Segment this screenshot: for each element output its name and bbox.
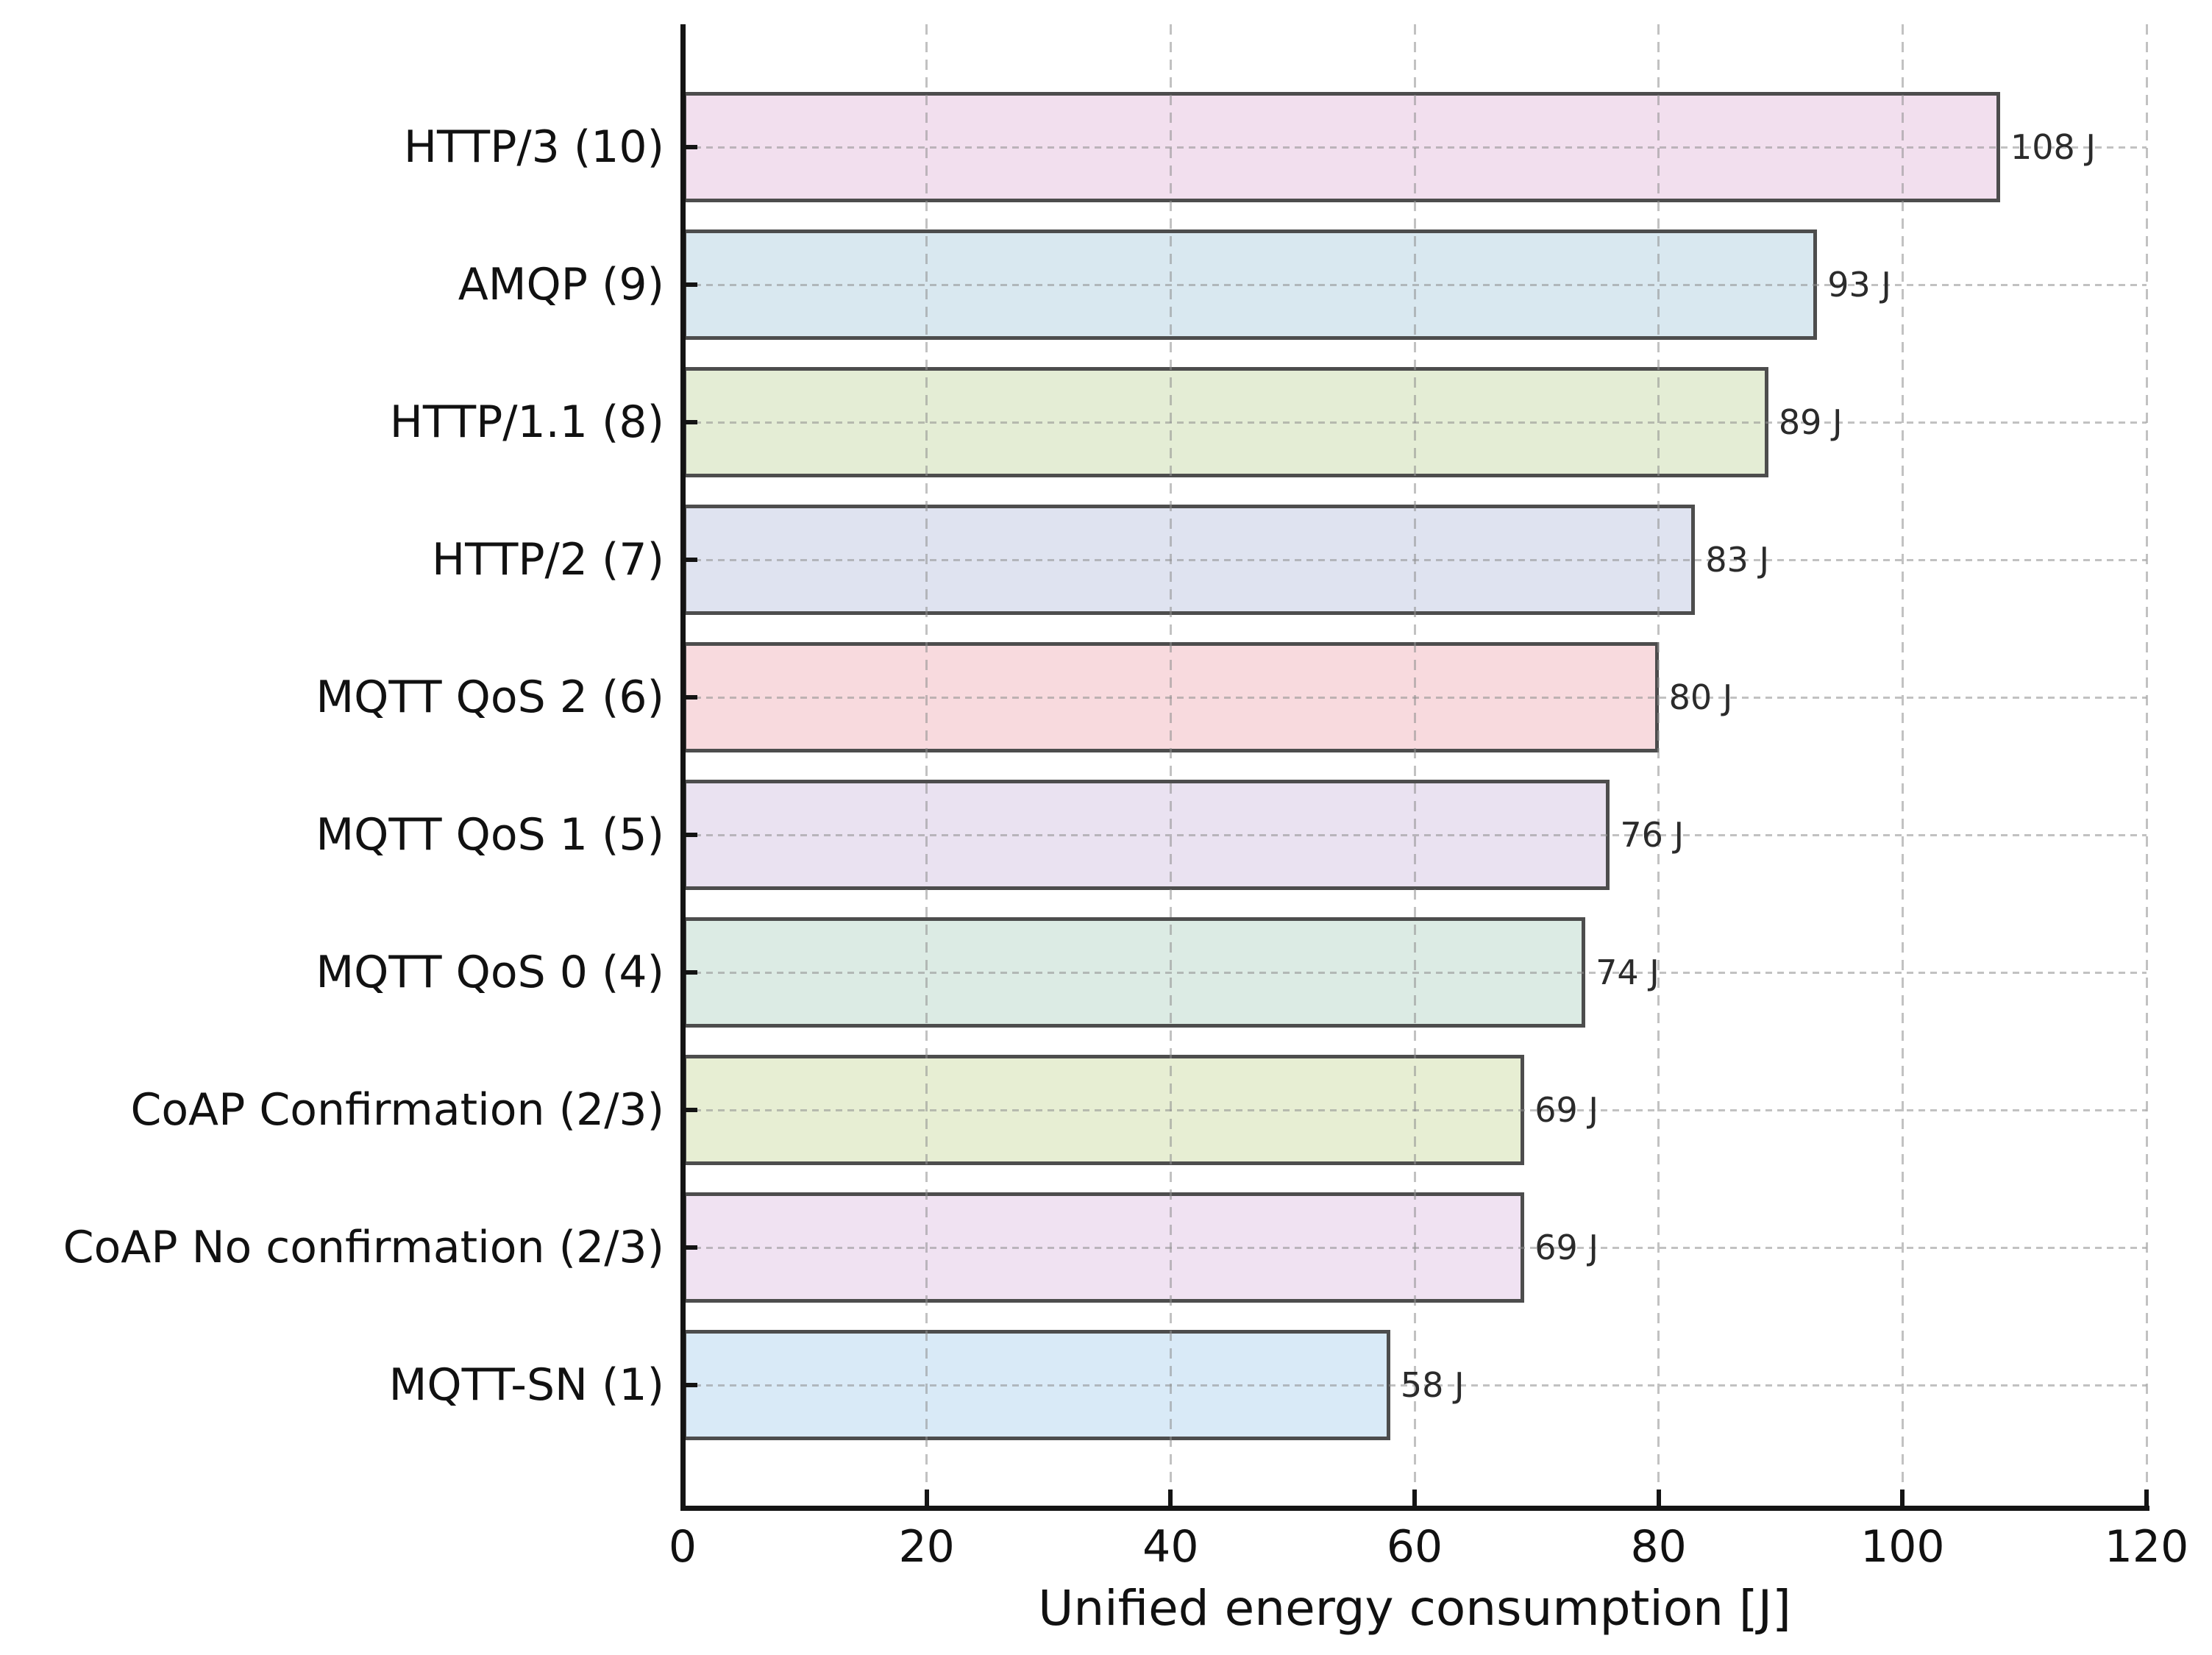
x-tick-mark (1412, 1490, 1417, 1506)
x-gridline (1413, 24, 1416, 1508)
category-label: HTTP/1.1 (8) (389, 396, 664, 448)
x-tick-label: 40 (1142, 1521, 1199, 1573)
y-tick-mark (686, 145, 697, 149)
y-tick-mark (686, 833, 697, 837)
x-tick-label: 0 (668, 1521, 697, 1573)
bar-value-label: 108 J (2010, 127, 2096, 167)
y-tick-mark (686, 282, 697, 287)
y-gridline (683, 833, 2147, 836)
category-label: AMQP (9) (458, 259, 664, 310)
x-tick-label: 120 (2104, 1521, 2189, 1573)
y-tick-mark (686, 1245, 697, 1250)
x-gridline (1901, 24, 1904, 1508)
category-label: MQTT-SN (1) (388, 1359, 664, 1411)
x-gridline (1657, 24, 1660, 1508)
x-tick-mark (924, 1490, 929, 1506)
y-gridline (683, 283, 2147, 286)
y-tick-mark (686, 1383, 697, 1387)
y-gridline (683, 1108, 2147, 1111)
y-tick-mark (686, 420, 697, 424)
x-tick-mark (1900, 1490, 1905, 1506)
y-gridline (683, 971, 2147, 974)
y-gridline (683, 558, 2147, 561)
x-tick-mark (1656, 1490, 1661, 1506)
category-label: MQTT QoS 2 (6) (316, 672, 664, 723)
bar-value-label: 89 J (1778, 402, 1843, 442)
category-label: HTTP/2 (7) (432, 534, 664, 586)
x-tick-mark (680, 1490, 685, 1506)
y-gridline (683, 146, 2147, 149)
y-tick-mark (686, 1108, 697, 1112)
x-gridline (925, 24, 928, 1508)
bar-value-label: 58 J (1400, 1365, 1465, 1405)
category-label: MQTT QoS 0 (4) (316, 947, 664, 998)
x-tick-label: 80 (1630, 1521, 1687, 1573)
bar-value-label: 83 J (1705, 540, 1770, 580)
y-gridline (683, 696, 2147, 699)
y-tick-mark (686, 558, 697, 562)
y-gridline (683, 1384, 2147, 1387)
y-tick-mark (686, 695, 697, 700)
bar-value-label: 80 J (1668, 677, 1733, 717)
y-gridline (683, 421, 2147, 424)
y-axis-spine (680, 24, 686, 1511)
x-axis-title: Unified energy consumption [J] (1038, 1580, 1791, 1637)
category-label: MQTT QoS 1 (5) (316, 809, 664, 861)
x-gridline (2145, 24, 2148, 1508)
x-tick-label: 100 (1860, 1521, 1945, 1573)
bar-value-label: 69 J (1534, 1090, 1598, 1130)
x-tick-mark (1168, 1490, 1173, 1506)
bar-value-label: 93 J (1827, 265, 1891, 305)
category-label: CoAP Confirmation (2/3) (130, 1084, 664, 1136)
category-label: CoAP No confirmation (2/3) (63, 1222, 664, 1273)
x-gridline (1169, 24, 1172, 1508)
x-tick-label: 60 (1386, 1521, 1443, 1573)
bar-value-label: 74 J (1596, 953, 1660, 992)
bar-value-label: 69 J (1534, 1228, 1598, 1267)
x-tick-label: 20 (898, 1521, 955, 1573)
category-label: HTTP/3 (10) (403, 121, 664, 173)
y-tick-mark (686, 970, 697, 975)
x-axis-spine (680, 1506, 2149, 1511)
x-tick-mark (2144, 1490, 2149, 1506)
y-gridline (683, 1246, 2147, 1249)
bar-value-label: 76 J (1620, 815, 1685, 855)
